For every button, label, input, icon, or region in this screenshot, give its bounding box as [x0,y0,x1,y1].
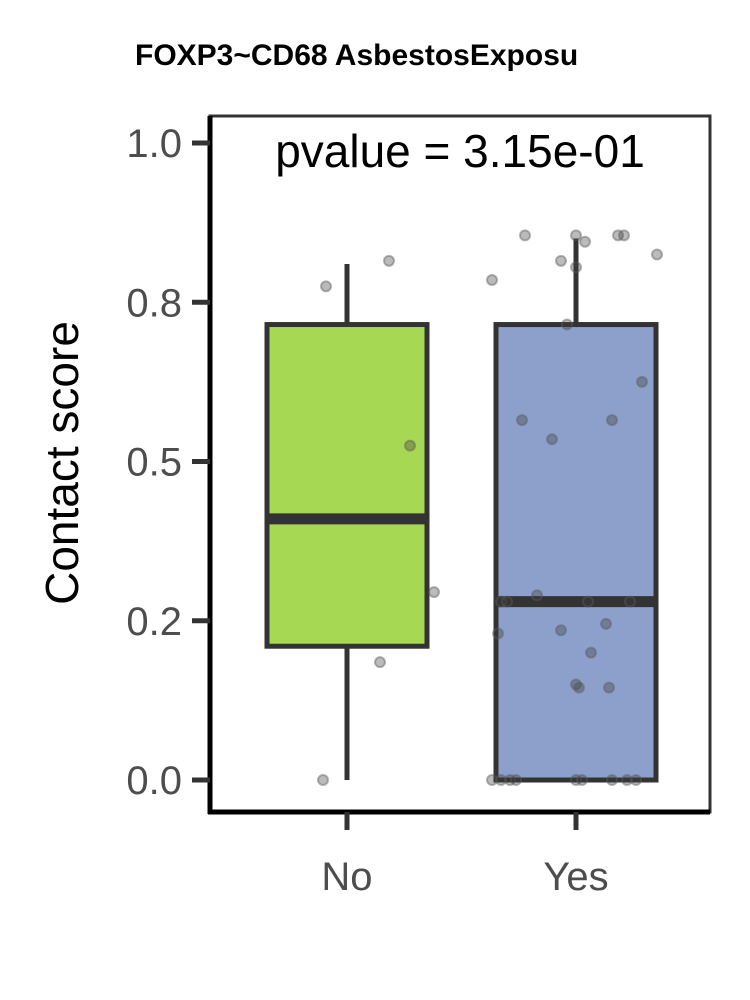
data-point [317,774,329,786]
data-point [606,774,618,786]
data-point [624,595,636,608]
data-point [576,774,588,786]
data-point [651,248,663,261]
data-point [582,595,594,608]
data-point [428,586,440,599]
y-tick-label: 0.8 [126,281,182,325]
x-tick-label: Yes [543,855,608,899]
data-point [555,254,567,267]
data-point [495,774,507,786]
data-point [636,375,648,388]
data-point [612,229,624,242]
pvalue-annotation: pvalue = 3.15e-01 [275,125,645,177]
data-point [606,414,618,427]
data-point [504,774,516,786]
box-yes [493,322,659,783]
y-tick-label: 0.0 [126,759,182,803]
data-point [600,617,612,630]
data-point [630,774,642,786]
y-tick-label: 0.5 [126,441,182,485]
data-point [486,774,498,786]
data-point [510,774,522,786]
data-point [603,681,615,694]
data-point [570,774,582,786]
data-point [495,595,507,608]
data-point [621,774,633,786]
data-point [555,624,567,637]
data-point [486,273,498,286]
y-tick-label: 0.2 [126,600,182,644]
data-point [570,229,582,242]
data-point [585,646,597,659]
data-point [570,261,582,274]
chart-title: FOXP3~CD68 AsbestosExposu [135,39,578,72]
data-point [516,414,528,427]
box-no [264,322,430,649]
data-point [320,280,332,293]
x-tick-label: No [321,855,372,899]
data-point [531,589,543,602]
data-point [573,681,585,694]
data-point [492,627,504,640]
data-point [561,318,573,331]
plot-area: 0.0 0.2 0.5 0.8 1.0 No Yes [126,114,712,899]
data-point [570,678,582,691]
data-point [579,235,591,248]
data-point [501,595,513,608]
data-point [374,656,386,669]
data-point [546,433,558,446]
y-tick-label: 1.0 [126,122,182,166]
data-point [383,254,395,267]
data-point [404,439,416,452]
data-point [618,229,630,242]
y-axis-title: Contact score [36,321,88,605]
data-point [519,229,531,242]
